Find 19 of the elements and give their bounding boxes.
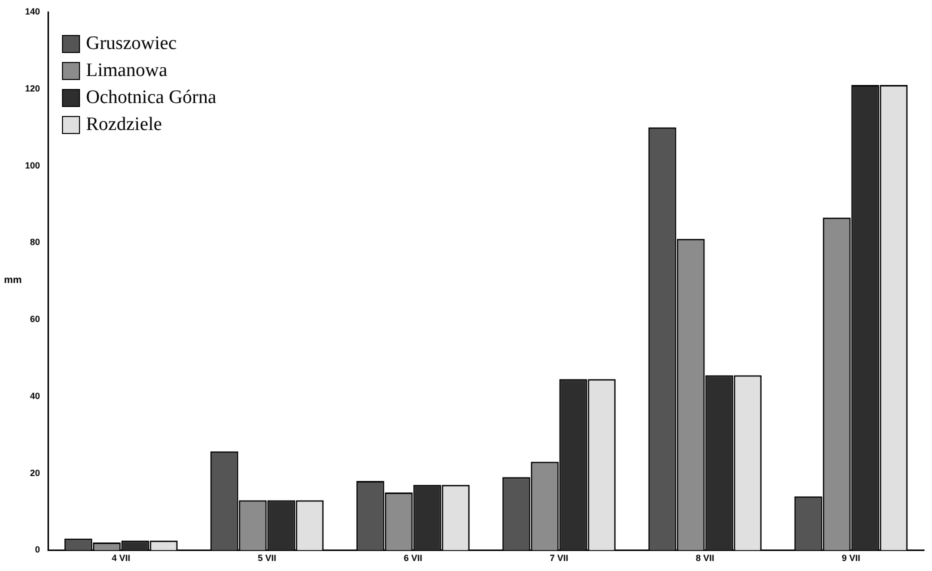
x-tick-label: 8 VII	[696, 553, 714, 564]
y-tick-label: 140	[24, 6, 40, 16]
y-tick-label: 60	[30, 314, 40, 324]
x-tick-label: 9 VII	[842, 553, 860, 564]
y-tick-label: 80	[30, 237, 40, 248]
x-tick-label: 5 VII	[258, 553, 276, 564]
x-tick-label: 6 VII	[404, 553, 422, 564]
y-tick-label: 40	[30, 390, 40, 401]
x-tick-label: 4 VII	[112, 553, 130, 564]
legend-label: Rozdziele	[86, 114, 162, 136]
y-tick-label: 0	[35, 544, 40, 555]
y-axis-title: mm	[4, 275, 22, 286]
legend-label: Gruszowiec	[86, 32, 177, 54]
y-tick-label: 100	[24, 160, 40, 170]
y-tick-label: 120	[24, 83, 40, 94]
x-tick-label: 7 VII	[550, 553, 568, 564]
y-tick-label: 20	[30, 468, 40, 478]
legend-label: Ochotnica Górna	[86, 86, 216, 108]
legend-label: Limanowa	[86, 60, 168, 82]
